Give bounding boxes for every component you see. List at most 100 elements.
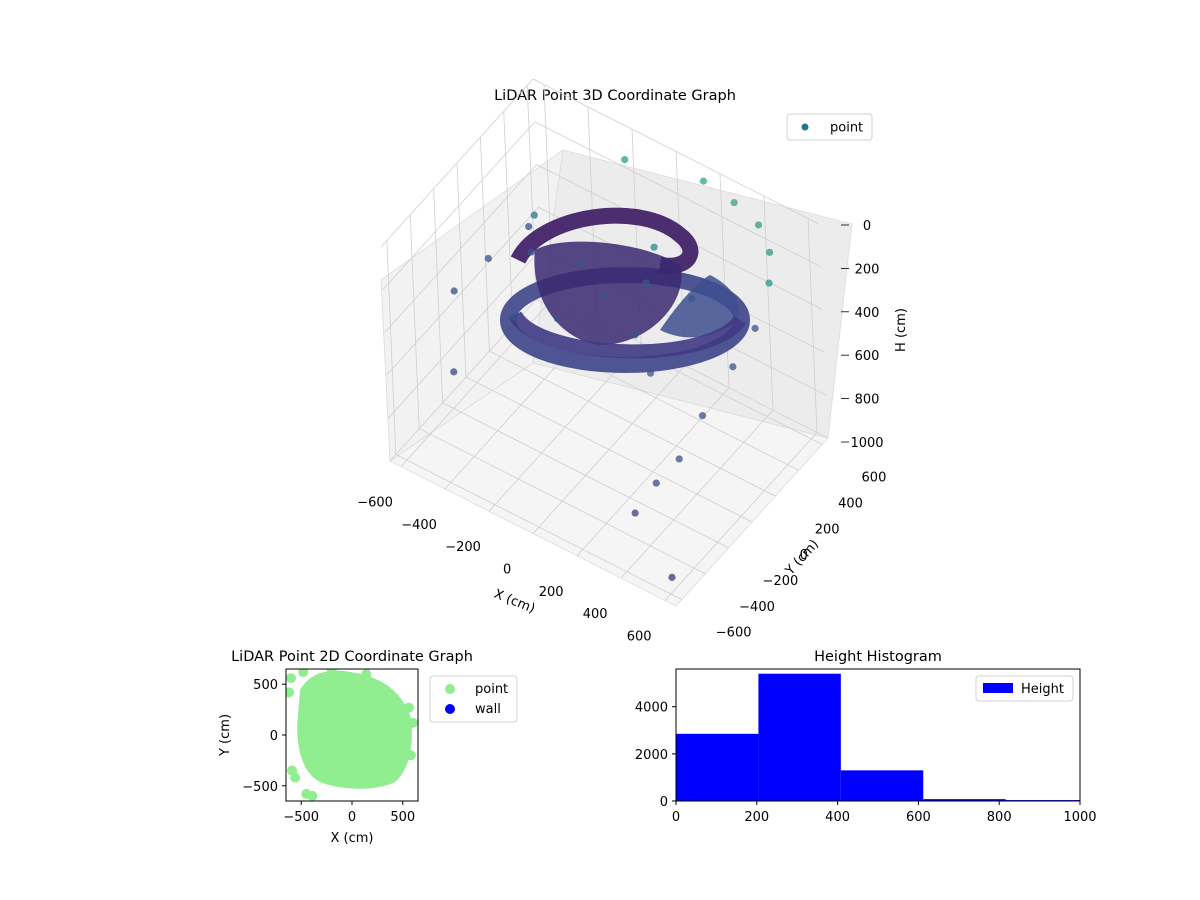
z-tick-label-3d-0: 0 xyxy=(863,219,871,234)
y-tick-label-3d-6: 600 xyxy=(862,471,887,486)
scatter-2d-cloud xyxy=(297,670,412,789)
x-tick-label-3d-5: 400 xyxy=(583,607,608,622)
grid-line-x-wall-6 xyxy=(807,218,818,433)
point-3d-10 xyxy=(525,222,533,231)
x-tick-label-3d-0: −600 xyxy=(357,496,393,511)
y-tick-label-3d-1: −400 xyxy=(739,600,775,615)
point-2d-8 xyxy=(405,750,416,761)
y-tick-label-3d-3: 0 xyxy=(800,548,808,563)
point-2d-7 xyxy=(407,717,418,728)
grid-line-x-wall-4 xyxy=(719,173,730,388)
legend-hist-label: Height xyxy=(1021,682,1064,697)
ticks-2d: −500 0 500 −500 0 500 xyxy=(242,678,415,825)
point-3d-7 xyxy=(650,243,658,251)
grid-line-z-4 xyxy=(387,249,541,419)
point-3d-17 xyxy=(729,363,737,371)
grid-line-y-wall-3 xyxy=(456,162,467,378)
y-tick-label-hist-1: 2000 xyxy=(635,748,668,763)
z-tick-label-3d-2: 400 xyxy=(855,306,880,321)
x-tick-label-hist-0: 0 xyxy=(672,810,680,825)
histogram-bar-1 xyxy=(758,673,841,801)
point-3d-4 xyxy=(553,315,562,323)
point-3d-12 xyxy=(450,287,458,295)
z-tick-label-3d-3: 600 xyxy=(855,349,880,364)
legend-2d: point wall xyxy=(429,675,518,723)
grid-line-z-back-1 xyxy=(534,121,821,268)
x-tick-label-hist-1: 200 xyxy=(744,810,769,825)
grid-line-z-back-0 xyxy=(532,78,820,225)
chart-3d: LiDAR Point 3D Coordinate Graph −600 −400… xyxy=(357,78,909,644)
y-axis-label-2d: Y (cm) xyxy=(218,714,233,757)
point-3d-14 xyxy=(765,248,774,256)
legend-hist-frame xyxy=(975,675,1074,702)
legend-hist-marker xyxy=(983,683,1013,693)
point-3d-15 xyxy=(765,279,773,287)
point-2d-1 xyxy=(298,669,309,678)
grid-line-y-2 xyxy=(442,402,729,549)
x-tick-label-3d-3: 0 xyxy=(503,562,511,577)
x-axis-label-3d: X (cm) xyxy=(492,587,537,617)
cloud-upper-rim xyxy=(510,207,699,274)
point-3d-16 xyxy=(751,324,759,332)
axes-hist-frame xyxy=(675,668,1081,802)
y-tick-label-2d-1: 0 xyxy=(270,729,278,744)
point-3d-5 xyxy=(688,295,696,303)
point-3d-8 xyxy=(509,313,517,321)
point-3d-2 xyxy=(577,260,585,268)
cloud-inner-mass xyxy=(534,241,682,345)
ticks-histogram: 0 200 400 600 800 1000 0 2000 4000 xyxy=(635,701,1097,825)
grid-line-y-0 xyxy=(395,454,683,600)
point-3d-18 xyxy=(698,412,707,420)
point-3d-19 xyxy=(675,455,683,463)
point-3d-0 xyxy=(598,291,607,300)
point-3d-6 xyxy=(527,248,536,256)
point-3d-3 xyxy=(631,331,639,339)
z-axis-label-3d: H (cm) xyxy=(894,308,909,352)
grid-line-y-1 xyxy=(419,428,706,575)
histogram-bar-3 xyxy=(923,799,1006,801)
legend-3d-label: point xyxy=(830,121,863,136)
chart-2d-title: LiDAR Point 2D Coordinate Graph xyxy=(231,649,473,665)
y-tick-label-hist-0: 0 xyxy=(660,795,668,810)
scatter-2d-area xyxy=(286,669,418,801)
point-3d-23 xyxy=(699,177,708,185)
point-3d-20 xyxy=(652,479,660,487)
histogram-bar-2 xyxy=(840,770,924,801)
point-2d-9 xyxy=(286,687,295,698)
cloud-right-lobe xyxy=(660,275,739,338)
chart-3d-title: LiDAR Point 3D Coordinate Graph xyxy=(494,88,736,104)
point-3d-24 xyxy=(621,156,629,164)
y-tick-label-hist-2: 4000 xyxy=(635,701,668,716)
point-2d-11 xyxy=(290,772,301,783)
x-tick-label-3d-4: 200 xyxy=(539,585,564,600)
grid-line-y-wall-0 xyxy=(386,240,397,455)
x-tick-label-3d-6: 600 xyxy=(627,629,652,644)
grid-line-z-3 xyxy=(386,207,539,376)
point-2d-0 xyxy=(286,673,297,684)
point-3d-1 xyxy=(642,279,650,287)
x-tick-label-3d-1: −400 xyxy=(401,518,437,533)
x-axis-label-2d: X (cm) xyxy=(331,831,374,846)
y-axis-label-3d: Y (cm) xyxy=(782,537,822,579)
x-tick-label-hist-4: 800 xyxy=(987,810,1012,825)
z-tick-label-3d-1: 200 xyxy=(855,262,880,277)
grid-line-y-wall-4 xyxy=(479,137,490,352)
point-3d-9 xyxy=(646,369,655,377)
point-cloud-mass xyxy=(500,207,750,373)
grid-line-z-0 xyxy=(380,78,534,248)
legend-3d-frame xyxy=(786,113,873,141)
cloud-bowl-bottom xyxy=(508,310,746,359)
grid-line-y-wall-1 xyxy=(409,214,420,429)
point-2d-6 xyxy=(403,702,414,713)
y-tick-label-2d-2: 500 xyxy=(253,678,278,693)
chart-2d: LiDAR Point 2D Coordinate Graph −500 0 500… xyxy=(218,649,518,846)
grid-3d xyxy=(380,78,829,601)
x-tick-label-hist-5: 1000 xyxy=(1063,810,1096,825)
point-2d-10 xyxy=(361,669,372,680)
point-2d-5 xyxy=(307,790,318,801)
z-tick-label-3d-5: 1000 xyxy=(850,436,883,451)
histogram-bars xyxy=(676,673,1080,801)
grid-line-y-wall-5 xyxy=(503,111,514,326)
grid-line-y-3 xyxy=(465,376,753,523)
